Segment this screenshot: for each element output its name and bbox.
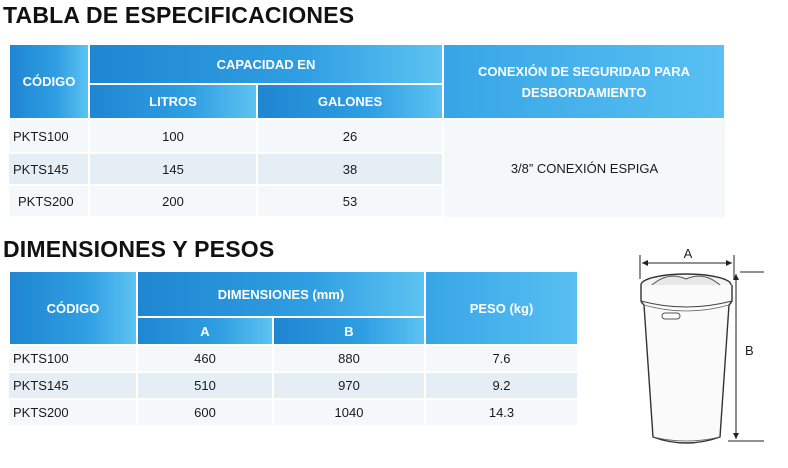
tank-drawing: A B [639, 246, 764, 444]
header-a: A [136, 316, 274, 346]
spec-title: TABLA DE ESPECIFICACIONES [3, 2, 355, 28]
header-codigo: CÓDIGO [8, 43, 90, 120]
cell-b: 970 [272, 372, 426, 400]
cell-a: 510 [136, 372, 274, 400]
label-b: B [745, 343, 754, 358]
cell-a: 460 [136, 345, 274, 373]
header-dimensiones: DIMENSIONES (mm) [136, 270, 426, 318]
cell-peso: 7.6 [424, 345, 579, 373]
tank-diagram: A B [628, 245, 778, 450]
cell-codigo: PKTS100 [9, 119, 90, 154]
cell-galones: 53 [256, 185, 444, 218]
cell-codigo: PKTS200 [9, 399, 138, 427]
cell-codigo: PKTS200 [9, 185, 90, 218]
header-conexion-line2: DESBORDAMIENTO [521, 84, 647, 100]
table-row: PKTS200 200 53 [9, 185, 725, 218]
cell-peso: 14.3 [424, 399, 579, 427]
header-conexion: CONEXIÓN DE SEGURIDAD PARA DESBORDAMIENT… [442, 43, 726, 120]
table-row: PKTS145 145 38 [9, 153, 725, 186]
header-litros: LITROS [88, 83, 258, 120]
cell-conexion: 3/8” CONEXIÓN ESPIGA [442, 119, 725, 217]
header-codigo: CÓDIGO [8, 270, 138, 346]
dims-title: DIMENSIONES Y PESOS [3, 236, 275, 262]
dimensions-table: CÓDIGO DIMENSIONES (mm) PESO (kg) A B PK… [8, 270, 579, 427]
cell-litros: 145 [88, 153, 258, 186]
cell-a: 600 [136, 399, 274, 427]
cell-litros: 200 [88, 185, 258, 218]
label-a: A [684, 246, 693, 261]
table-row: PKTS100 100 26 3/8” CONEXIÓN ESPIGA [9, 119, 725, 217]
cell-b: 880 [272, 345, 426, 373]
cell-codigo: PKTS145 [9, 153, 90, 186]
header-capacidad: CAPACIDAD EN [88, 43, 444, 85]
table-row: PKTS145 510 970 9.2 [9, 372, 579, 400]
specifications-table: CÓDIGO CAPACIDAD EN CONEXIÓN DE SEGURIDA… [8, 43, 726, 218]
header-b: B [272, 316, 426, 346]
table-row: PKTS200 600 1040 14.3 [9, 399, 579, 427]
cell-litros: 100 [88, 119, 258, 154]
cell-peso: 9.2 [424, 372, 579, 400]
cell-codigo: PKTS145 [9, 372, 138, 400]
header-galones: GALONES [256, 83, 444, 120]
cell-galones: 38 [256, 153, 444, 186]
cell-codigo: PKTS100 [9, 345, 138, 373]
table-row: PKTS100 460 880 7.6 [9, 345, 579, 373]
header-conexion-line1: CONEXIÓN DE SEGURIDAD PARA [477, 63, 691, 79]
cell-b: 1040 [272, 399, 426, 427]
cell-galones: 26 [256, 119, 444, 154]
header-peso: PESO (kg) [424, 270, 579, 346]
